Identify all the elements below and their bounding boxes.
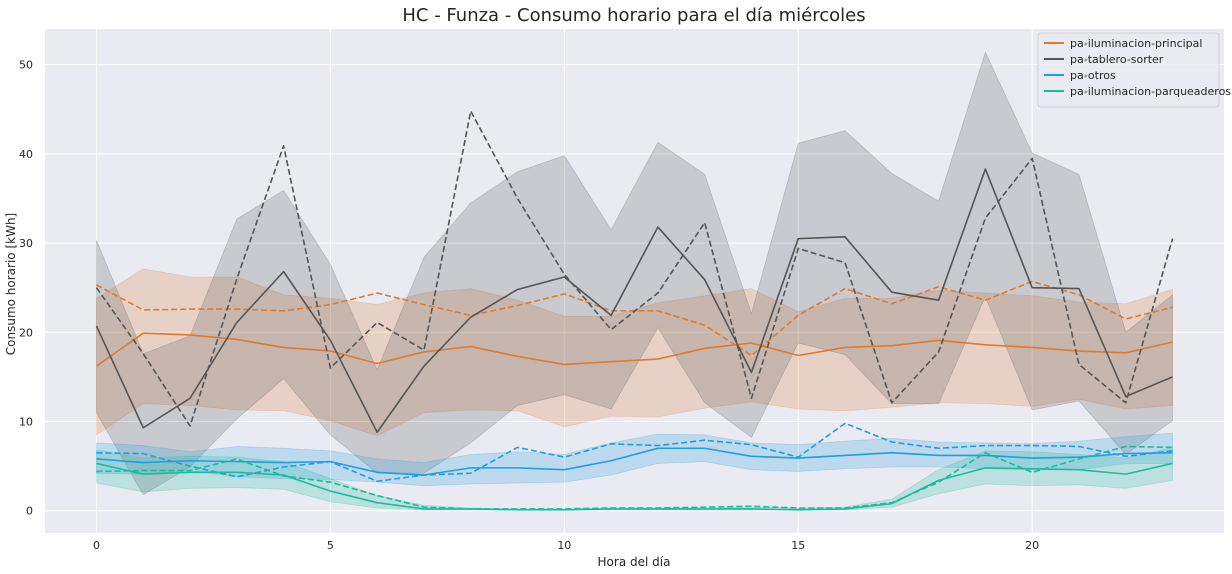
x-tick-label: 5 [327, 539, 334, 552]
y-tick-label: 30 [19, 237, 33, 250]
y-tick-label: 50 [19, 59, 33, 72]
legend-box [1037, 32, 1220, 108]
legend: pa-iluminacion-principal pa-tablero-sorte… [1037, 32, 1231, 108]
series-dashed-line-pa-iluminacion-parqueaderos [96, 445, 1173, 510]
legend-entry: pa-tablero-sorter [1070, 53, 1164, 66]
legend-entry: pa-iluminacion-principal [1070, 37, 1202, 50]
grid [45, 29, 1224, 533]
plot-background [45, 29, 1224, 533]
y-tick-label: 0 [26, 505, 33, 518]
y-tick-label: 40 [19, 148, 33, 161]
series-dashed-line-pa-tablero-sorter [95, 110, 1174, 427]
series-lines [95, 110, 1174, 511]
series-dashed-line-pa-otros [96, 422, 1173, 483]
confidence-band-pa-tablero-sorter [96, 51, 1173, 496]
y-axis-label: Consumo horario [kWh] [4, 213, 18, 355]
legend-entry: pa-iluminacion-parqueaderos [1070, 85, 1231, 98]
confidence-bands [96, 51, 1173, 511]
legend-entry: pa-otros [1070, 69, 1116, 82]
x-tick-label: 10 [557, 539, 571, 552]
confidence-band-pa-iluminacion-principal [96, 268, 1173, 437]
series-line-pa-iluminacion-parqueaderos [96, 462, 1173, 511]
series-line-pa-iluminacion-principal [96, 332, 1173, 367]
confidence-band-pa-iluminacion-parqueaderos [96, 446, 1173, 511]
chart-title: HC - Funza - Consumo horario para el día… [402, 5, 865, 26]
x-tick-label: 15 [791, 539, 805, 552]
y-tick-label: 20 [19, 326, 33, 339]
x-axis-label: Hora del día [598, 555, 671, 569]
tick-labels: 0 5 10 15 20 0 10 20 30 40 50 [19, 59, 1039, 552]
x-tick-label: 20 [1025, 539, 1039, 552]
x-tick-label: 0 [93, 539, 100, 552]
series-line-pa-tablero-sorter [95, 168, 1173, 434]
y-tick-label: 10 [19, 415, 33, 428]
